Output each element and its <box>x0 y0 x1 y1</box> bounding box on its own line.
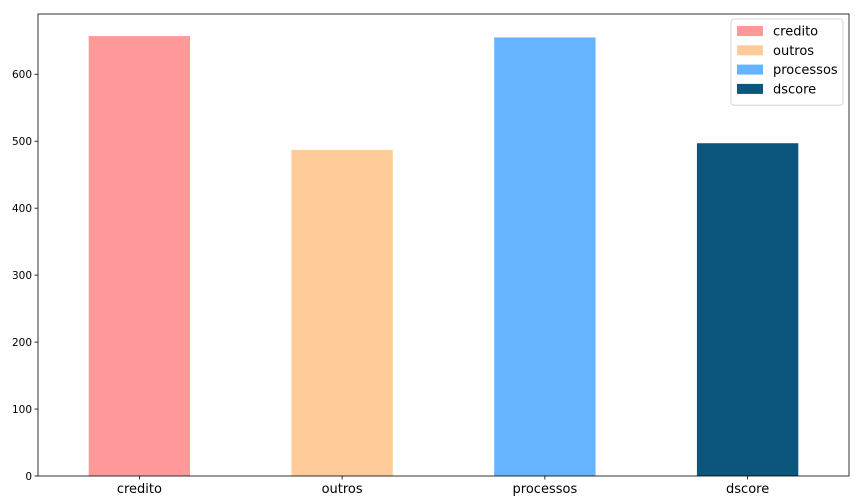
bar-dscore <box>696 143 799 477</box>
x-tick-label-credito: credito <box>117 482 162 497</box>
bar-outros <box>291 149 393 476</box>
legend-label-dscore: dscore <box>773 82 816 97</box>
legend: credito outros processos dscore <box>730 18 844 106</box>
y-tick-label: 400 <box>12 203 32 215</box>
legend-swatch-outros <box>737 45 763 56</box>
legend-label-processos: processos <box>773 63 838 78</box>
x-tick-label-outros: outros <box>322 482 363 497</box>
y-tick-label: 200 <box>12 337 32 349</box>
legend-box <box>730 18 844 106</box>
y-tick-label: 500 <box>12 136 32 148</box>
plot-frame <box>37 13 850 477</box>
y-axis: 0 100 200 300 400 500 600 <box>12 69 38 483</box>
y-tick-label: 0 <box>25 471 32 483</box>
legend-swatch-dscore <box>737 83 763 94</box>
legend-swatch-processos <box>737 64 763 75</box>
y-tick-label: 300 <box>12 270 32 282</box>
x-tick-label-processos: processos <box>513 482 578 497</box>
legend-label-credito: credito <box>773 25 818 40</box>
x-axis: credito outros processos dscore <box>117 476 769 497</box>
bars-group <box>88 36 799 477</box>
x-tick-label-dscore: dscore <box>726 482 769 497</box>
y-tick-label: 600 <box>12 69 32 81</box>
legend-label-outros: outros <box>773 44 814 59</box>
bar-credito <box>88 36 191 477</box>
y-tick-label: 100 <box>12 404 32 416</box>
bar-processos <box>494 37 596 476</box>
legend-swatch-credito <box>737 26 763 36</box>
